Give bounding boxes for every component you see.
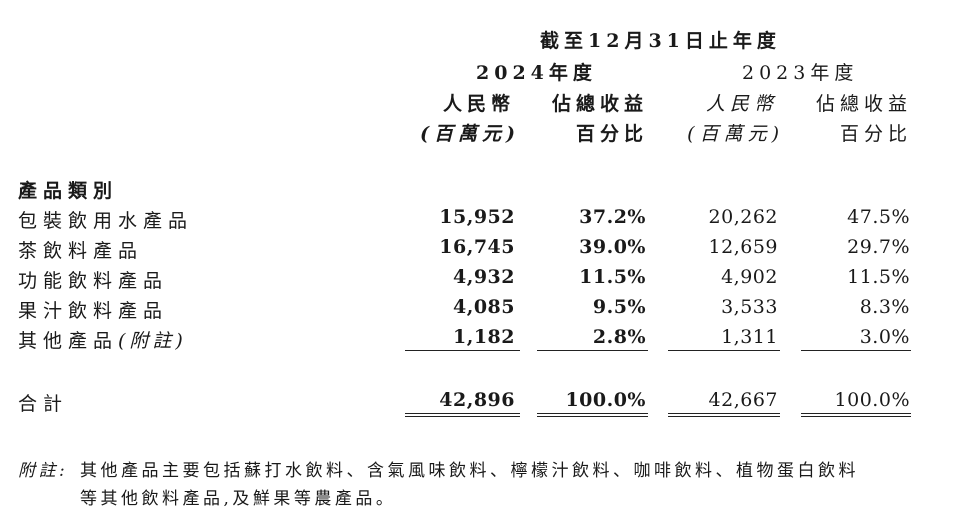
percent-2024: 39.0%: [579, 236, 646, 258]
value-2023: 12,659: [708, 236, 778, 258]
year-2023-heading: 2023年度: [742, 62, 859, 84]
year-2024-heading: 2024年度: [476, 62, 597, 84]
percent-2023: 29.7%: [847, 236, 910, 258]
value-2024: 4,085: [453, 296, 515, 318]
percent-2023: 8.3%: [859, 296, 910, 318]
percent-2024: 37.2%: [579, 206, 646, 228]
percent-2023: 11.5%: [847, 266, 910, 288]
value-2023: 20,262: [708, 206, 778, 228]
rmb-unit-header-2024: (百萬元): [420, 123, 520, 145]
rmb-header-2023: 人民幣: [705, 93, 778, 115]
section-title: 產品類別: [18, 180, 119, 202]
footnote-line-1: 其他產品主要包括蘇打水飲料、含氣風味飲料、檸檬汁飲料、咖啡飲料、植物蛋白飲料: [80, 461, 859, 481]
row-label: 功能飲料產品: [18, 270, 169, 292]
footnote-prefix: 附註:: [18, 461, 69, 481]
percent-2023: 3.0%: [859, 326, 910, 348]
rmb-unit-header-2023: (百萬元): [687, 123, 784, 145]
percent-2024: 9.5%: [592, 296, 646, 318]
period-heading: 截至12月31日止年度: [540, 30, 781, 52]
percent-2023: 47.5%: [847, 206, 910, 228]
subtotal-rule-percent-2023: [801, 350, 911, 351]
total-double-rule-percent-2023: [801, 413, 911, 417]
pct-unit-header-2023: 百分比: [839, 123, 912, 145]
subtotal-rule-value-2024: [405, 350, 520, 351]
row-label: 果汁飲料產品: [18, 300, 169, 322]
value-2024: 4,932: [453, 266, 515, 288]
total-label: 合計: [18, 393, 69, 415]
value-2024: 15,952: [439, 206, 515, 228]
row-label: 包裝飲用水產品: [18, 210, 194, 232]
total-double-rule-percent-2024: [537, 413, 648, 417]
value-2023: 1,311: [721, 326, 778, 348]
rmb-header-2024: 人民幣: [442, 93, 515, 115]
total-double-rule-value-2024: [405, 413, 520, 417]
total-value-2023: 42,667: [708, 389, 778, 411]
row-label-text: 其他產品: [18, 330, 119, 352]
total-value-2024: 42,896: [439, 389, 515, 411]
pct-header-2024: 佔總收益: [551, 93, 648, 115]
subtotal-rule-value-2023: [668, 350, 780, 351]
percent-2024: 11.5%: [579, 266, 646, 288]
row-label: 其他產品(附註): [18, 326, 187, 353]
subtotal-rule-percent-2024: [537, 350, 648, 351]
total-percent-2023: 100.0%: [834, 389, 910, 411]
percent-2024: 2.8%: [592, 326, 646, 348]
value-2024: 1,182: [453, 326, 515, 348]
total-percent-2024: 100.0%: [565, 389, 646, 411]
footnote-line-2: 等其他飲料產品,及鮮果等農產品。: [80, 489, 397, 509]
value-2024: 16,745: [439, 236, 515, 258]
pct-unit-header-2024: 百分比: [575, 123, 648, 145]
row-label-note: (附註): [118, 330, 187, 352]
row-label: 茶飲料產品: [18, 240, 144, 262]
value-2023: 3,533: [721, 296, 778, 318]
total-double-rule-value-2023: [668, 413, 780, 417]
value-2023: 4,902: [721, 266, 778, 288]
pct-header-2023: 佔總收益: [815, 93, 912, 115]
